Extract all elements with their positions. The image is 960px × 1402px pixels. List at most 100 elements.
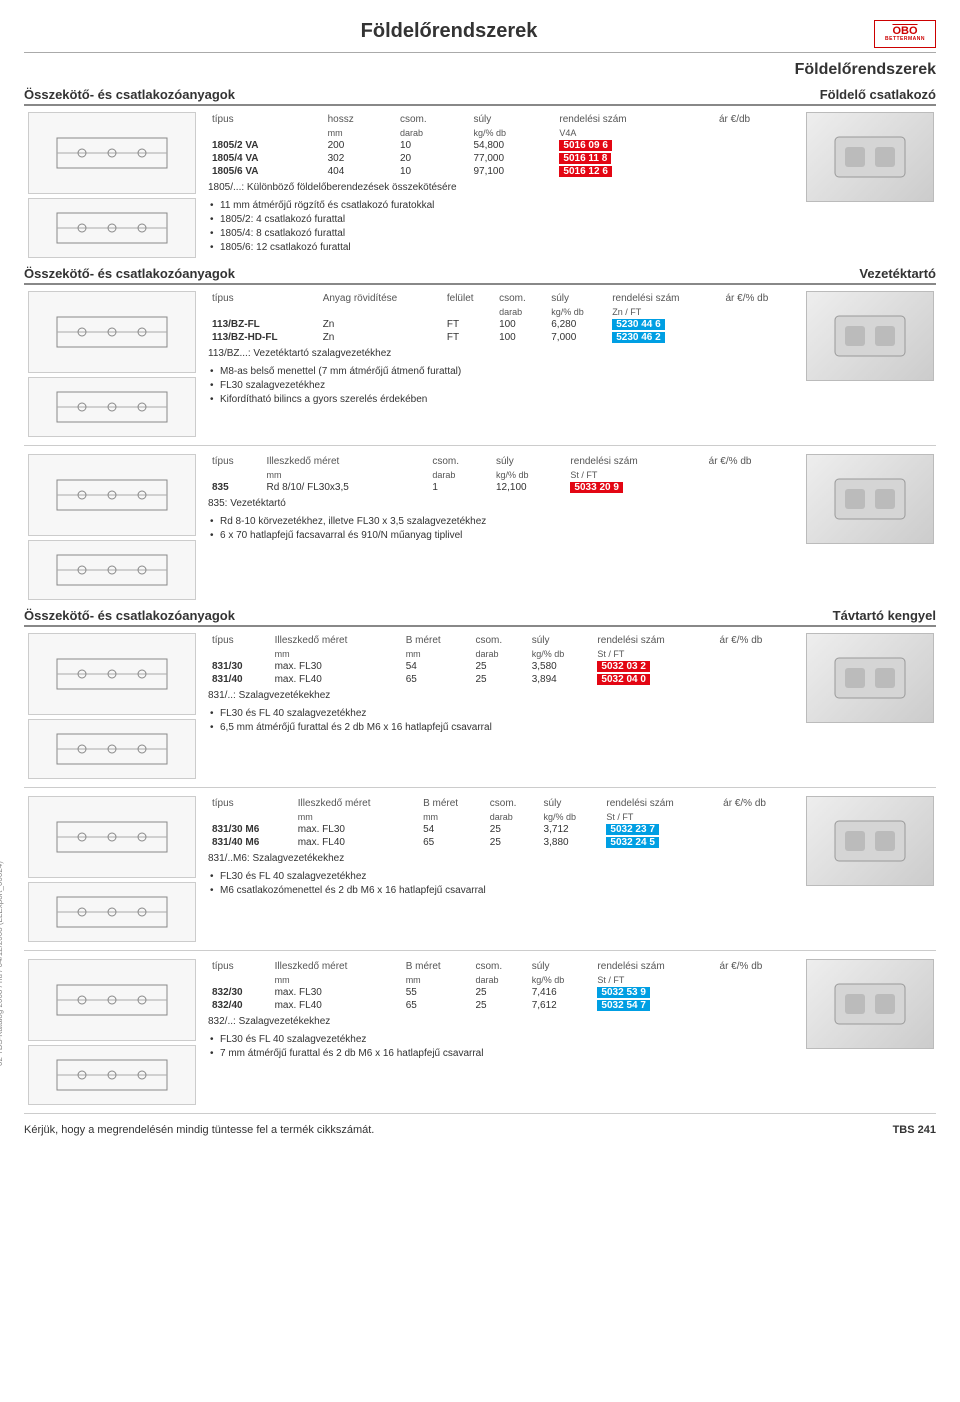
- entry-content: típushosszcsom.súlyrendelési számár €/db…: [208, 112, 798, 258]
- section-title-left: Összekötő- és csatlakozóanyagok: [24, 266, 235, 281]
- brand-logo: OBO BETTERMANN: [874, 20, 936, 48]
- drawing-icon: [52, 724, 172, 774]
- order-number-cell: 5230 46 2: [608, 331, 721, 344]
- table-cell: 55: [402, 986, 472, 999]
- table-row: 1805/2 VA2001054,8005016 09 6: [208, 139, 798, 152]
- table-header: súly: [528, 959, 594, 974]
- order-number: 5032 03 2: [597, 661, 650, 672]
- table-cell: 54: [419, 823, 486, 836]
- table-cell: 25: [471, 986, 527, 999]
- table-unit: [705, 469, 798, 481]
- page-footer: Kérjük, hogy a megrendelésén mindig tünt…: [24, 1124, 936, 1136]
- table-unit: [208, 974, 271, 986]
- section-title-right: Földelő csatlakozó: [820, 87, 936, 102]
- order-number-cell: 5230 44 6: [608, 318, 721, 331]
- technical-drawing: [28, 112, 196, 194]
- entry-description-title: 831/..M6: Szalagvezetékekhez: [208, 853, 798, 864]
- product-photo: [806, 454, 934, 544]
- table-unit: darab: [486, 811, 540, 823]
- order-number-cell: 5032 24 5: [602, 836, 719, 849]
- table-unit: [715, 127, 798, 139]
- entry-bullet: 11 mm átmérőjű rögzítő és csatlakozó fur…: [210, 199, 798, 213]
- product-photo-column: [806, 796, 936, 942]
- entry-bullet-list: FL30 és FL 40 szalagvezetékhez6,5 mm átm…: [210, 707, 798, 735]
- order-number-cell: 5032 03 2: [593, 660, 715, 673]
- table-header: csom.: [471, 633, 527, 648]
- drawing-icon: [52, 812, 172, 862]
- product-photo: [806, 291, 934, 381]
- table-header: rendelési szám: [555, 112, 715, 127]
- product-photo-column: [806, 633, 936, 779]
- table-cell: max. FL30: [271, 986, 402, 999]
- footer-left-text: Kérjük, hogy a megrendelésén mindig tünt…: [24, 1124, 374, 1136]
- table-cell: 113/BZ-HD-FL: [208, 331, 319, 344]
- table-header: rendelési szám: [602, 796, 719, 811]
- order-number-cell: 5016 09 6: [555, 139, 715, 152]
- table-header: csom.: [495, 291, 547, 306]
- price-cell: [719, 836, 798, 849]
- order-number: 5032 23 7: [606, 824, 659, 835]
- table-unit: kg/% db: [528, 974, 594, 986]
- entry-bullet-list: M8-as belső menettel (7 mm átmérőjű átme…: [210, 365, 798, 407]
- page-header: Földelőrendszerek OBO BETTERMANN: [24, 20, 936, 53]
- table-unit: [719, 811, 798, 823]
- table-unit: kg/% db: [547, 306, 608, 318]
- entry-content: típusIlleszkedő méretB méretcsom.súlyren…: [208, 796, 798, 942]
- entry-bullet-list: 11 mm átmérőjű rögzítő és csatlakozó fur…: [210, 199, 798, 255]
- entry-content: típusIlleszkedő méretcsom.súlyrendelési …: [208, 454, 798, 600]
- entry-bullet: Kifordítható bilincs a gyors szerelés ér…: [210, 393, 798, 407]
- table-cell: 65: [402, 673, 472, 686]
- logo-subtext: BETTERMANN: [885, 37, 925, 42]
- order-number-cell: 5033 20 9: [566, 481, 704, 494]
- table-unit: [716, 974, 798, 986]
- table-cell: Zn: [319, 331, 443, 344]
- table-unit: darab: [428, 469, 492, 481]
- table-cell: 7,416: [528, 986, 594, 999]
- order-number-cell: 5032 23 7: [602, 823, 719, 836]
- table-cell: max. FL30: [294, 823, 419, 836]
- table-header: ár €/% db: [719, 796, 798, 811]
- table-unit: mm: [263, 469, 429, 481]
- entry-bullet: FL30 és FL 40 szalagvezetékhez: [210, 1033, 798, 1047]
- order-number: 5032 24 5: [606, 837, 659, 848]
- table-cell: 54,800: [469, 139, 555, 152]
- order-number: 5016 09 6: [559, 140, 612, 151]
- entry-bullet: M8-as belső menettel (7 mm átmérőjű átme…: [210, 365, 798, 379]
- price-cell: [721, 318, 798, 331]
- table-header: Illeszkedő méret: [263, 454, 429, 469]
- product-photo: [806, 796, 934, 886]
- drawing-icon: [52, 649, 172, 699]
- entry-bullet: FL30 és FL 40 szalagvezetékhez: [210, 870, 798, 884]
- product-table: típusIlleszkedő méretB méretcsom.súlyren…: [208, 959, 798, 1012]
- drawing-icon: [52, 307, 172, 357]
- table-cell: 25: [471, 660, 527, 673]
- table-header: csom.: [396, 112, 470, 127]
- table-header: felület: [443, 291, 495, 306]
- drawing-icon: [52, 203, 172, 253]
- catalog-entry: típusIlleszkedő méretB méretcsom.súlyren…: [24, 796, 936, 942]
- table-cell: 25: [471, 673, 527, 686]
- product-table: típusIlleszkedő méretB méretcsom.súlyren…: [208, 633, 798, 686]
- table-cell: 77,000: [469, 152, 555, 165]
- footer-right-text: TBS 241: [893, 1124, 936, 1136]
- table-unit: mm: [271, 648, 402, 660]
- product-table: típusIlleszkedő méretB méretcsom.súlyren…: [208, 796, 798, 849]
- catalog-entry: típusIlleszkedő méretcsom.súlyrendelési …: [24, 454, 936, 600]
- table-cell: 835: [208, 481, 263, 494]
- entry-bullet-list: FL30 és FL 40 szalagvezetékhez7 mm átmér…: [210, 1033, 798, 1061]
- order-number: 5033 20 9: [570, 482, 623, 493]
- table-unit: [443, 306, 495, 318]
- table-cell: 832/30: [208, 986, 271, 999]
- technical-drawing: [28, 959, 196, 1041]
- product-photo: [806, 633, 934, 723]
- section-title-left: Összekötő- és csatlakozóanyagok: [24, 608, 235, 623]
- photo-placeholder-icon: [830, 127, 910, 187]
- table-cell: max. FL40: [294, 836, 419, 849]
- price-cell: [716, 986, 798, 999]
- entry-description-title: 835: Vezetéktartó: [208, 498, 798, 509]
- table-cell: 25: [486, 823, 540, 836]
- entry-bullet-list: Rd 8-10 körvezetékhez, illetve FL30 x 3,…: [210, 515, 798, 543]
- entry-description-title: 831/..: Szalagvezetékekhez: [208, 690, 798, 701]
- table-cell: 10: [396, 139, 470, 152]
- side-meta-text: 02 TBS-Katalog 2008 / hu / 04/12/2008 (L…: [0, 861, 4, 1066]
